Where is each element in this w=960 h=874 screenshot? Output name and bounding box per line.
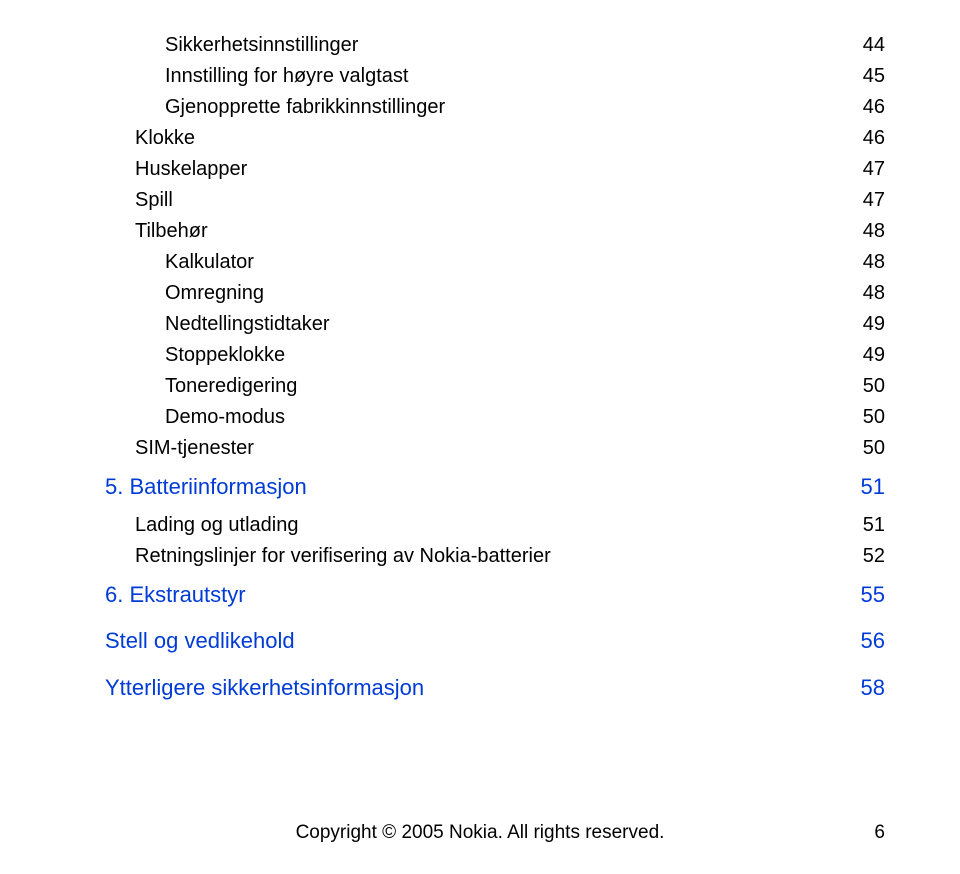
page-number: 6 [874, 822, 885, 844]
toc-label: Nedtellingstidtaker [165, 309, 330, 340]
copyright-text: Copyright © 2005 Nokia. All rights reser… [296, 822, 665, 844]
toc-page-number[interactable]: 55 [857, 572, 885, 618]
toc-entry: SIM-tjenester 50 [135, 433, 885, 464]
toc-page-number[interactable]: 56 [857, 618, 885, 664]
toc-page: Sikkerhetsinnstillinger 44Innstilling fo… [0, 0, 960, 711]
toc-entry: Kalkulator 48 [165, 247, 885, 278]
toc-entry: Retningslinjer for verifisering av Nokia… [135, 541, 885, 572]
toc-page-number: 48 [859, 216, 885, 247]
toc-label: Omregning [165, 278, 264, 309]
toc-entry: Stoppeklokke 49 [165, 340, 885, 371]
toc-label: Toneredigering [165, 371, 297, 402]
toc-entry: Tilbehør 48 [135, 216, 885, 247]
toc-entry: Spill 47 [135, 185, 885, 216]
toc-entry: Stell og vedlikehold 56 [105, 618, 885, 664]
toc-page-number: 50 [859, 402, 885, 433]
toc-label[interactable]: 6. Ekstrautstyr [105, 572, 246, 618]
toc-label: SIM-tjenester [135, 433, 254, 464]
toc-entry: Toneredigering 50 [165, 371, 885, 402]
toc-entry: Huskelapper 47 [135, 154, 885, 185]
toc-label: Gjenopprette fabrikkinnstillinger [165, 92, 445, 123]
toc-page-number[interactable]: 58 [857, 665, 885, 711]
toc-entry: Nedtellingstidtaker 49 [165, 309, 885, 340]
page-footer: Copyright © 2005 Nokia. All rights reser… [0, 822, 960, 844]
toc-entry: Ytterligere sikkerhetsinformasjon 58 [105, 665, 885, 711]
toc-entry: 5. Batteriinformasjon 51 [105, 464, 885, 510]
toc-page-number: 46 [859, 123, 885, 154]
toc-label: Innstilling for høyre valgtast [165, 61, 408, 92]
toc-page-number: 49 [859, 340, 885, 371]
toc-entry: Omregning 48 [165, 278, 885, 309]
toc-label[interactable]: Stell og vedlikehold [105, 618, 295, 664]
toc-list: Sikkerhetsinnstillinger 44Innstilling fo… [105, 30, 885, 711]
toc-page-number: 47 [859, 154, 885, 185]
toc-entry: Innstilling for høyre valgtast 45 [165, 61, 885, 92]
toc-label: Sikkerhetsinnstillinger [165, 30, 358, 61]
toc-label: Tilbehør [135, 216, 208, 247]
toc-page-number: 51 [859, 510, 885, 541]
toc-page-number: 48 [859, 247, 885, 278]
toc-page-number: 50 [859, 371, 885, 402]
toc-entry: Demo-modus 50 [165, 402, 885, 433]
toc-label: Huskelapper [135, 154, 247, 185]
toc-page-number: 45 [859, 61, 885, 92]
toc-label: Kalkulator [165, 247, 254, 278]
toc-label[interactable]: 5. Batteriinformasjon [105, 464, 307, 510]
toc-page-number: 48 [859, 278, 885, 309]
toc-entry: Klokke 46 [135, 123, 885, 154]
toc-entry: Lading og utlading 51 [135, 510, 885, 541]
toc-page-number[interactable]: 51 [857, 464, 885, 510]
toc-page-number: 46 [859, 92, 885, 123]
toc-page-number: 47 [859, 185, 885, 216]
toc-label: Spill [135, 185, 173, 216]
toc-entry: 6. Ekstrautstyr 55 [105, 572, 885, 618]
toc-label: Stoppeklokke [165, 340, 285, 371]
toc-page-number: 52 [859, 541, 885, 572]
toc-page-number: 50 [859, 433, 885, 464]
toc-label: Klokke [135, 123, 195, 154]
toc-page-number: 44 [859, 30, 885, 61]
toc-page-number: 49 [859, 309, 885, 340]
toc-entry: Sikkerhetsinnstillinger 44 [165, 30, 885, 61]
toc-label: Demo-modus [165, 402, 285, 433]
toc-entry: Gjenopprette fabrikkinnstillinger 46 [165, 92, 885, 123]
toc-label: Lading og utlading [135, 510, 298, 541]
toc-label[interactable]: Ytterligere sikkerhetsinformasjon [105, 665, 424, 711]
toc-label: Retningslinjer for verifisering av Nokia… [135, 541, 551, 572]
